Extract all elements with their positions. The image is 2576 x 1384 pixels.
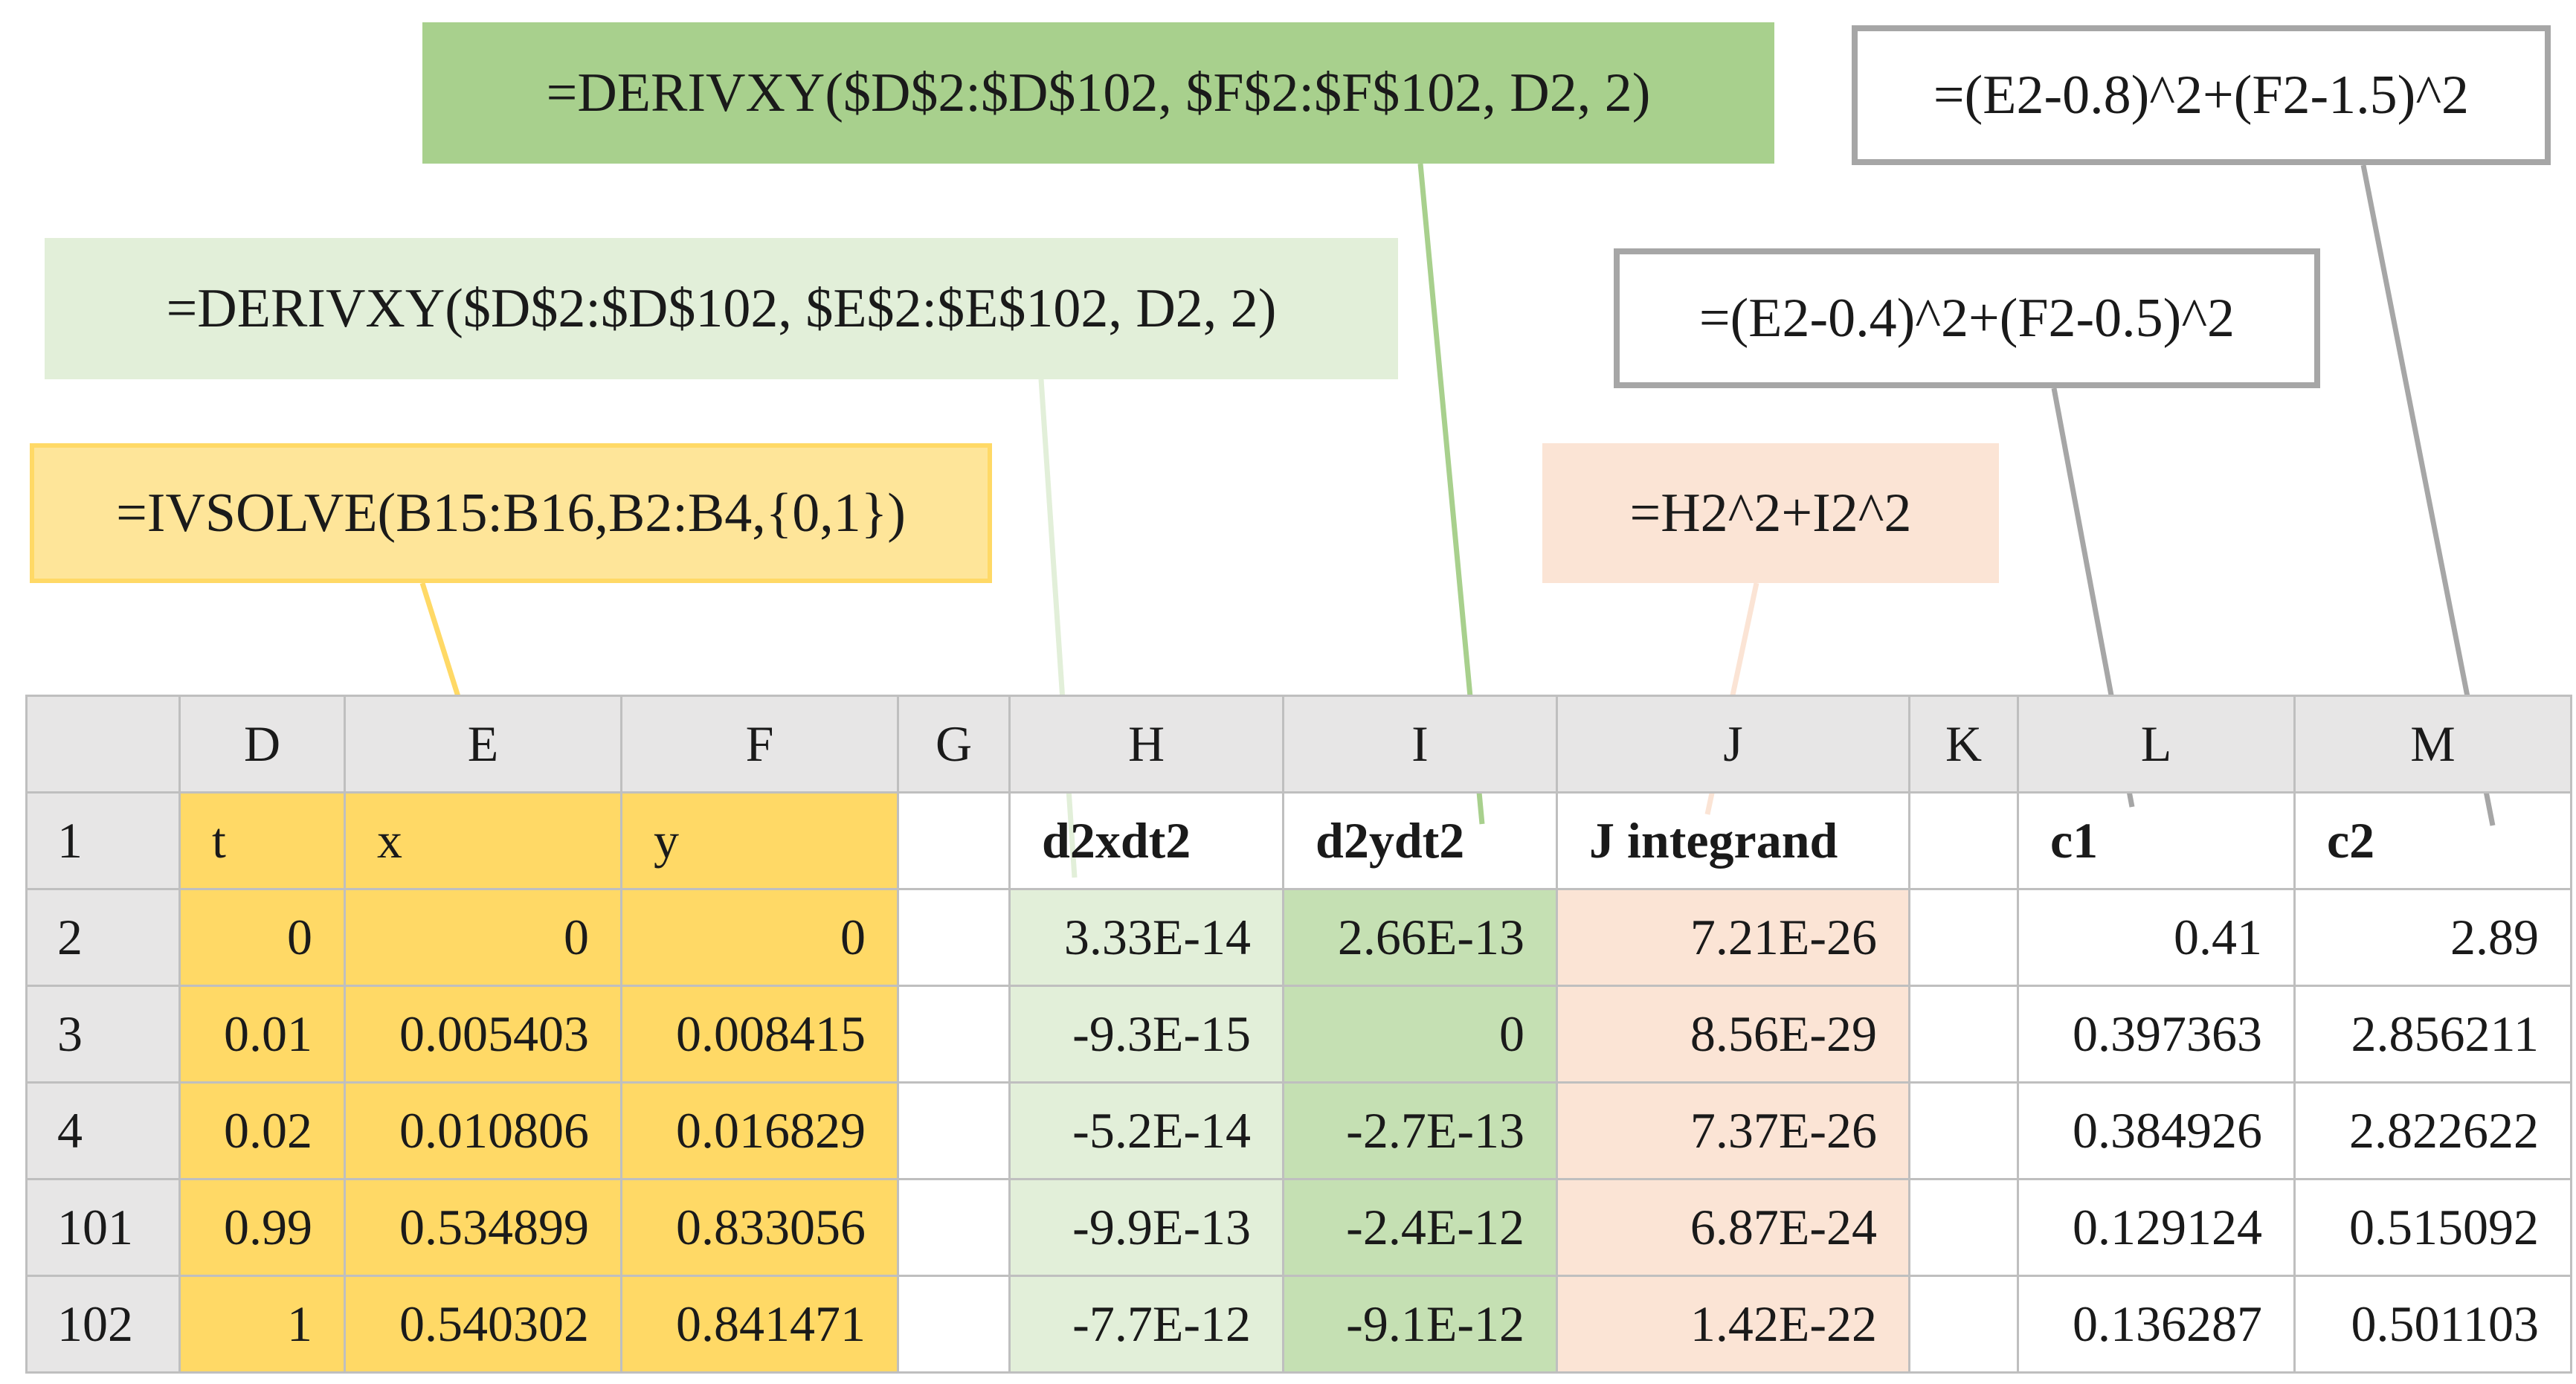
table-cell[interactable]	[1908, 1081, 2019, 1180]
table-cell[interactable]	[1908, 888, 2019, 987]
cell-i1[interactable]: d2ydt2	[1282, 791, 1558, 890]
row-header[interactable]: 4	[25, 1081, 181, 1180]
cell-k1[interactable]	[1908, 791, 2019, 890]
table-cell[interactable]: 0.02	[178, 1081, 346, 1180]
column-header-row: D E F G H I J K L M	[25, 695, 2572, 794]
row-header[interactable]: 101	[25, 1178, 181, 1277]
table-cell[interactable]: -5.2E-14	[1008, 1081, 1284, 1180]
cell-h1[interactable]: d2xdt2	[1008, 791, 1284, 890]
column-header-m[interactable]: M	[2293, 695, 2572, 794]
table-cell[interactable]	[897, 1081, 1011, 1180]
table-cell[interactable]: 2.66E-13	[1282, 888, 1558, 987]
column-header-l[interactable]: L	[2017, 695, 2296, 794]
table-row: 101 0.99 0.534899 0.833056 -9.9E-13 -2.4…	[25, 1178, 2572, 1277]
table-cell[interactable]: -2.4E-12	[1282, 1178, 1558, 1277]
table-cell[interactable]: -2.7E-13	[1282, 1081, 1558, 1180]
table-cell[interactable]: 0.833056	[620, 1178, 899, 1277]
table-cell[interactable]: 0	[344, 888, 622, 987]
table-cell[interactable]: 7.37E-26	[1556, 1081, 1910, 1180]
j-integrand-formula-callout: =H2^2+I2^2	[1542, 443, 1999, 583]
column-header-h[interactable]: H	[1008, 695, 1284, 794]
column-header-e[interactable]: E	[344, 695, 622, 794]
table-cell[interactable]	[1908, 985, 2019, 1084]
table-row: 4 0.02 0.010806 0.016829 -5.2E-14 -2.7E-…	[25, 1081, 2572, 1180]
table-cell[interactable]: 0.501103	[2293, 1275, 2572, 1374]
table-cell[interactable]: 2.856211	[2293, 985, 2572, 1084]
table-cell[interactable]: 7.21E-26	[1556, 888, 1910, 987]
cell-g1[interactable]	[897, 791, 1011, 890]
row-header[interactable]: 3	[25, 985, 181, 1084]
table-cell[interactable]: 0.01	[178, 985, 346, 1084]
table-cell[interactable]: 0.136287	[2017, 1275, 2296, 1374]
ivsolve-formula-callout: =IVSOLVE(B15:B16,B2:B4,{0,1})	[30, 443, 992, 583]
c2-formula-callout: =(E2-0.8)^2+(F2-1.5)^2	[1852, 25, 2551, 165]
table-cell[interactable]: 3.33E-14	[1008, 888, 1284, 987]
cell-d1[interactable]: t	[178, 791, 346, 890]
table-cell[interactable]	[897, 1275, 1011, 1374]
table-cell[interactable]: -9.9E-13	[1008, 1178, 1284, 1277]
table-row: 3 0.01 0.005403 0.008415 -9.3E-15 0 8.56…	[25, 985, 2572, 1084]
table-cell[interactable]: 0.010806	[344, 1081, 622, 1180]
table-cell[interactable]: 6.87E-24	[1556, 1178, 1910, 1277]
table-cell[interactable]: 0.540302	[344, 1275, 622, 1374]
row-header[interactable]: 1	[25, 791, 181, 890]
table-cell[interactable]	[897, 1178, 1011, 1277]
cell-j1[interactable]: J integrand	[1556, 791, 1910, 890]
cell-e1[interactable]: x	[344, 791, 622, 890]
table-row: 102 1 0.540302 0.841471 -7.7E-12 -9.1E-1…	[25, 1275, 2572, 1374]
column-header-f[interactable]: F	[620, 695, 899, 794]
row-header[interactable]: 102	[25, 1275, 181, 1374]
table-cell[interactable]	[897, 888, 1011, 987]
table-cell[interactable]: 0.008415	[620, 985, 899, 1084]
table-cell[interactable]	[1908, 1178, 2019, 1277]
cell-m1[interactable]: c2	[2293, 791, 2572, 890]
table-cell[interactable]: -9.3E-15	[1008, 985, 1284, 1084]
table-row: 1 t x y d2xdt2 d2ydt2 J integrand c1 c2	[25, 791, 2572, 890]
table-cell[interactable]: 0.99	[178, 1178, 346, 1277]
d2ydt2-formula-callout: =DERIVXY($D$2:$D$102, $F$2:$F$102, D2, 2…	[422, 22, 1774, 164]
column-header-g[interactable]: G	[897, 695, 1011, 794]
table-cell[interactable]	[1908, 1275, 2019, 1374]
table-cell[interactable]: 1	[178, 1275, 346, 1374]
column-header-j[interactable]: J	[1556, 695, 1910, 794]
corner-cell[interactable]	[25, 695, 181, 794]
d2xdt2-formula-callout: =DERIVXY($D$2:$D$102, $E$2:$E$102, D2, 2…	[45, 238, 1398, 379]
cell-l1[interactable]: c1	[2017, 791, 2296, 890]
table-cell[interactable]: 0.005403	[344, 985, 622, 1084]
column-header-i[interactable]: I	[1282, 695, 1558, 794]
table-cell[interactable]: 0.41	[2017, 888, 2296, 987]
table-cell[interactable]: 2.822622	[2293, 1081, 2572, 1180]
table-cell[interactable]	[897, 985, 1011, 1084]
spreadsheet-grid: D E F G H I J K L M 1 t x y d2xdt2 d2ydt…	[25, 695, 2572, 1374]
cell-f1[interactable]: y	[620, 791, 899, 890]
table-cell[interactable]: 0.016829	[620, 1081, 899, 1180]
table-cell[interactable]: 0.384926	[2017, 1081, 2296, 1180]
c1-formula-callout: =(E2-0.4)^2+(F2-0.5)^2	[1614, 248, 2320, 388]
table-cell[interactable]: 0	[620, 888, 899, 987]
table-cell[interactable]: 0	[1282, 985, 1558, 1084]
table-cell[interactable]: -9.1E-12	[1282, 1275, 1558, 1374]
table-cell[interactable]: 1.42E-22	[1556, 1275, 1910, 1374]
table-cell[interactable]: -7.7E-12	[1008, 1275, 1284, 1374]
table-cell[interactable]: 2.89	[2293, 888, 2572, 987]
table-cell[interactable]: 0.397363	[2017, 985, 2296, 1084]
table-cell[interactable]: 0.534899	[344, 1178, 622, 1277]
table-cell[interactable]: 8.56E-29	[1556, 985, 1910, 1084]
table-cell[interactable]: 0.129124	[2017, 1178, 2296, 1277]
table-cell[interactable]: 0.515092	[2293, 1178, 2572, 1277]
table-cell[interactable]: 0	[178, 888, 346, 987]
column-header-k[interactable]: K	[1908, 695, 2019, 794]
column-header-d[interactable]: D	[178, 695, 346, 794]
row-header[interactable]: 2	[25, 888, 181, 987]
table-cell[interactable]: 0.841471	[620, 1275, 899, 1374]
table-row: 2 0 0 0 3.33E-14 2.66E-13 7.21E-26 0.41 …	[25, 888, 2572, 987]
